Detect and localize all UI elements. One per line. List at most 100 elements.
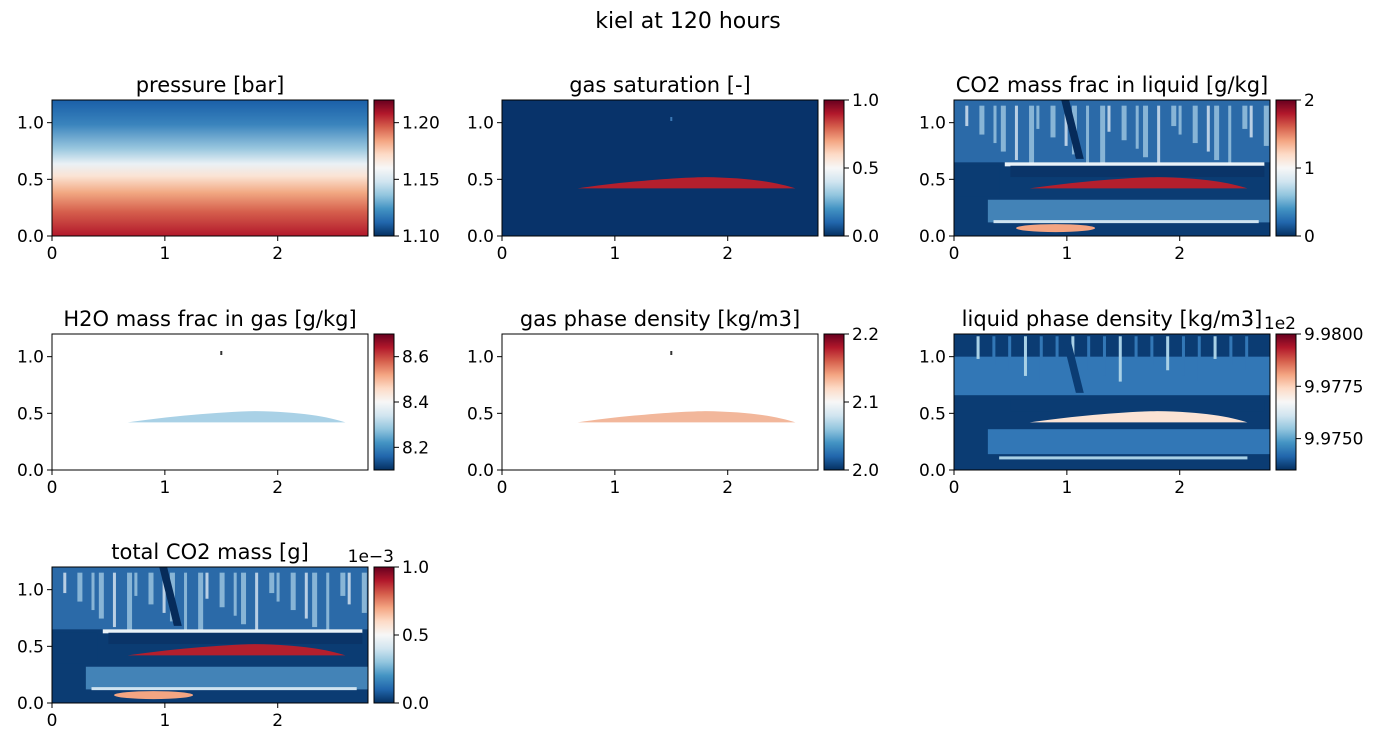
panel-liquid-phase-density-kg-m3: liquid phase density [kg/m3] 0 1 2 0.0 0.5 1.0… bbox=[919, 307, 1364, 498]
x-tick-label: 0 bbox=[47, 478, 58, 498]
colorbar-tick-label: 2.0 bbox=[852, 461, 879, 481]
gas-plume bbox=[577, 411, 796, 423]
y-tick-label: 0.5 bbox=[919, 170, 946, 190]
field-background bbox=[52, 334, 368, 470]
x-tick-label: 2 bbox=[1174, 244, 1185, 264]
colorbar bbox=[373, 99, 395, 237]
axes-frame bbox=[953, 99, 1271, 237]
x-tick-label: 2 bbox=[722, 478, 733, 498]
y-tick-label: 1.0 bbox=[17, 581, 44, 601]
panel-total-co2-mass-g: total CO2 mass [g] 0 1 2 0.0 0.5 1.0 0.0 0.5 1.0 1… bbox=[17, 540, 429, 731]
colorbar-tick-label: 2.2 bbox=[852, 325, 879, 345]
colorbar bbox=[373, 566, 395, 704]
gas-plume bbox=[577, 177, 796, 189]
colorbar-tick-label: 1.10 bbox=[402, 227, 440, 247]
x-tick-label: 1 bbox=[1061, 244, 1072, 264]
panel-title: CO2 mass frac in liquid [g/kg] bbox=[956, 73, 1268, 97]
x-tick-label: 1 bbox=[609, 478, 620, 498]
panel-gas-phase-density-kg-m3: gas phase density [kg/m3] 0 1 2 0.0 0.5 1.0 2.0… bbox=[467, 307, 879, 498]
colorbar-offset-label: 1e2 bbox=[1264, 314, 1296, 334]
colorbar-tick-label: 1.20 bbox=[402, 114, 440, 134]
y-tick-label: 0.5 bbox=[17, 637, 44, 657]
x-tick-label: 1 bbox=[609, 244, 620, 264]
colorbar-tick-label: 0 bbox=[1304, 227, 1315, 247]
colorbar-tick-label: 2 bbox=[1304, 91, 1315, 111]
colorbar-tick-label: 0.5 bbox=[852, 159, 879, 179]
dissolved-plume bbox=[127, 644, 346, 656]
x-tick-label: 0 bbox=[47, 244, 58, 264]
colorbar bbox=[373, 333, 395, 471]
x-tick-label: 1 bbox=[1061, 478, 1072, 498]
x-tick-label: 2 bbox=[272, 711, 283, 731]
y-tick-label: 0.0 bbox=[467, 461, 494, 481]
y-tick-label: 1.0 bbox=[919, 348, 946, 368]
panel-title: gas phase density [kg/m3] bbox=[520, 307, 800, 331]
axes-frame bbox=[501, 99, 819, 237]
colorbar bbox=[823, 333, 845, 471]
gas-plume bbox=[127, 411, 346, 423]
gas-speck bbox=[670, 351, 673, 355]
heatmap-field bbox=[52, 100, 368, 236]
colorbar-tick-label: 8.2 bbox=[402, 438, 429, 458]
x-tick-label: 0 bbox=[47, 711, 58, 731]
colorbar-tick-label: 9.9750 bbox=[1304, 430, 1363, 450]
colorbar-tick-label: 1.0 bbox=[852, 91, 879, 111]
colorbar-offset-label: 1e−3 bbox=[348, 547, 394, 567]
axes-frame bbox=[51, 333, 369, 471]
colorbar bbox=[1275, 333, 1297, 471]
heatmap-field bbox=[502, 100, 818, 236]
axes-frame bbox=[501, 333, 819, 471]
colorbar-tick-label: 0.5 bbox=[402, 626, 429, 646]
x-tick-label: 1 bbox=[159, 244, 170, 264]
y-tick-label: 0.0 bbox=[17, 694, 44, 714]
axes-frame bbox=[953, 333, 1271, 471]
gas-speck bbox=[220, 351, 223, 355]
x-tick-label: 1 bbox=[159, 711, 170, 731]
x-tick-label: 0 bbox=[497, 478, 508, 498]
x-tick-label: 0 bbox=[949, 244, 960, 264]
y-tick-label: 0.5 bbox=[17, 404, 44, 424]
x-tick-label: 2 bbox=[1174, 478, 1185, 498]
colorbar bbox=[1275, 99, 1297, 237]
panel-gas-saturation: gas saturation [-] 0 1 2 0.0 0.5 1.0 0.0 0.5 1.0 bbox=[467, 73, 879, 264]
colorbar-tick-label: 9.9800 bbox=[1304, 325, 1363, 345]
x-tick-label: 2 bbox=[272, 478, 283, 498]
gas-speck bbox=[670, 117, 673, 121]
colorbar bbox=[823, 99, 845, 237]
pressure-field bbox=[52, 100, 368, 236]
density-plume bbox=[1029, 411, 1248, 423]
figure-title: kiel at 120 hours bbox=[595, 9, 780, 34]
y-tick-label: 0.0 bbox=[17, 227, 44, 247]
heatmap-field bbox=[954, 334, 1270, 470]
y-tick-label: 0.0 bbox=[919, 461, 946, 481]
y-tick-label: 1.0 bbox=[467, 348, 494, 368]
panel-title: gas saturation [-] bbox=[569, 73, 751, 97]
y-tick-label: 0.0 bbox=[17, 461, 44, 481]
dissolved-plume bbox=[1029, 177, 1248, 189]
x-tick-label: 2 bbox=[272, 244, 283, 264]
y-tick-label: 0.5 bbox=[17, 170, 44, 190]
panel-title: liquid phase density [kg/m3] bbox=[962, 307, 1263, 331]
heatmap-field bbox=[954, 100, 1270, 236]
colorbar-tick-label: 2.1 bbox=[852, 393, 879, 413]
y-tick-label: 1.0 bbox=[17, 348, 44, 368]
y-tick-label: 0.0 bbox=[919, 227, 946, 247]
field-background bbox=[502, 100, 818, 236]
heatmap-field bbox=[52, 334, 368, 470]
heatmap-field bbox=[502, 334, 818, 470]
panel-title: pressure [bar] bbox=[136, 73, 285, 97]
axes-frame bbox=[51, 566, 369, 704]
colorbar-tick-label: 1.0 bbox=[402, 558, 429, 578]
y-tick-label: 0.5 bbox=[919, 404, 946, 424]
x-tick-label: 2 bbox=[722, 244, 733, 264]
x-tick-label: 1 bbox=[159, 478, 170, 498]
y-tick-label: 0.5 bbox=[467, 404, 494, 424]
heatmap-field bbox=[52, 567, 368, 703]
field-background bbox=[502, 334, 818, 470]
x-tick-label: 0 bbox=[949, 478, 960, 498]
colorbar-tick-label: 8.6 bbox=[402, 348, 429, 368]
colorbar-tick-label: 0.0 bbox=[852, 227, 879, 247]
x-tick-label: 0 bbox=[497, 244, 508, 264]
colorbar-tick-label: 1 bbox=[1304, 159, 1315, 179]
